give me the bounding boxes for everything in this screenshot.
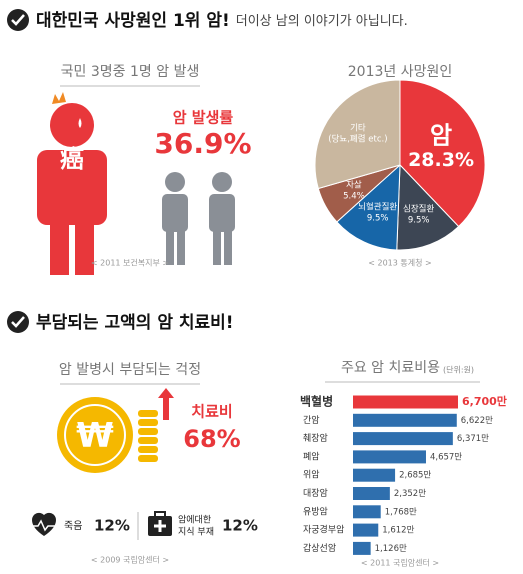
slice-label-main: 암 bbox=[430, 122, 452, 150]
bar bbox=[353, 395, 458, 409]
source: < 2013 통계청 > bbox=[368, 258, 431, 268]
slice-label-main: 28.3% bbox=[408, 149, 474, 171]
bar-value-label: 6,371만 bbox=[457, 434, 489, 444]
slice-label: 9.5% bbox=[367, 214, 389, 224]
source: < 2009 국립암센터 > bbox=[91, 555, 169, 565]
spark-icon bbox=[52, 92, 66, 104]
bar-value-label: 6,700만 bbox=[462, 394, 507, 408]
coin-stack bbox=[138, 410, 158, 462]
bar-value-label: 1,126만 bbox=[375, 544, 407, 554]
gray-figures bbox=[162, 172, 235, 265]
bar bbox=[353, 487, 390, 500]
bar-category: 위암 bbox=[303, 469, 320, 481]
coin-icon bbox=[57, 397, 133, 473]
bar-category: 갑상선암 bbox=[303, 542, 336, 554]
bar bbox=[353, 450, 426, 464]
up-arrow bbox=[158, 388, 174, 420]
coin-text: ₩ bbox=[76, 416, 114, 456]
kit-handle bbox=[154, 511, 166, 518]
slice-label: (당뇨,폐렴 etc.) bbox=[328, 133, 387, 144]
figure-text: 癌 bbox=[60, 145, 84, 173]
slice-label: 기타 bbox=[350, 123, 366, 133]
sweat-drop bbox=[78, 118, 82, 128]
section-title: 대한민국 사망원인 1위 암! bbox=[36, 11, 230, 31]
pie-slice bbox=[336, 163, 401, 251]
stat-value: 68% bbox=[183, 425, 240, 453]
stat-label: 암 발생률 bbox=[173, 109, 234, 127]
bar-value-label: 2,352만 bbox=[394, 489, 426, 499]
bar-value-label: 2,685만 bbox=[399, 471, 431, 481]
bar-category: 췌장암 bbox=[303, 432, 328, 444]
bar-value-label: 4,657만 bbox=[430, 452, 462, 462]
bar-value-label: 1,612만 bbox=[382, 526, 414, 536]
chart-title: 2013년 사망원인 bbox=[348, 64, 452, 80]
source: < 2011 국립암센터 > bbox=[361, 558, 439, 568]
bar bbox=[353, 505, 381, 519]
stat-value: 36.9% bbox=[154, 127, 251, 160]
slice-label: 심장질환 bbox=[403, 203, 434, 214]
pulse-line bbox=[30, 519, 58, 532]
slice-label: 9.5% bbox=[408, 215, 430, 225]
slice-label: 뇌혈관질환 bbox=[358, 202, 397, 213]
coin-ring bbox=[64, 404, 126, 466]
bar-category: 유방암 bbox=[303, 505, 328, 517]
red-figure bbox=[37, 103, 107, 275]
heart-icon bbox=[31, 512, 57, 536]
stat-label: 치료비 bbox=[191, 403, 232, 421]
section-title: 부담되는 고액의 암 치료비! bbox=[36, 313, 234, 333]
bar-category: 자궁경부암 bbox=[303, 524, 344, 536]
source: < 2011 보건복지부 > bbox=[91, 258, 169, 268]
item-value: 12% bbox=[94, 517, 130, 535]
slice-label: 5.4% bbox=[343, 192, 365, 202]
bar bbox=[353, 432, 453, 446]
section-header: 대한민국 사망원인 1위 암! 더이상 남의 이야기가 아닙니다. bbox=[36, 11, 408, 31]
section-subtitle: 더이상 남의 이야기가 아닙니다. bbox=[236, 14, 408, 29]
kit-cross bbox=[154, 520, 166, 532]
pie-slice bbox=[399, 79, 486, 228]
slice-label: 자살 bbox=[346, 181, 362, 191]
bar-category: 백혈병 bbox=[300, 394, 333, 409]
bar bbox=[353, 523, 379, 537]
item-label: 죽음 bbox=[64, 520, 82, 532]
panel-title: 국민 3명중 1명 암 발생 bbox=[61, 64, 200, 80]
bar bbox=[353, 468, 396, 482]
chart-title: 주요 암 치료비용 bbox=[341, 360, 440, 376]
check-mark bbox=[11, 14, 25, 26]
bar-category: 간암 bbox=[303, 414, 320, 426]
bar-value-label: 6,622만 bbox=[461, 416, 493, 426]
unit-label: (단위:원) bbox=[443, 365, 474, 375]
pie-slice bbox=[396, 163, 460, 251]
item-value: 12% bbox=[222, 517, 258, 535]
panel-title: 암 발병시 부담되는 걱정 bbox=[59, 362, 201, 378]
item-label: 암에대한 bbox=[178, 514, 211, 526]
bar-category: 폐암 bbox=[303, 450, 320, 462]
bar bbox=[353, 541, 371, 555]
bar-category: 대장암 bbox=[303, 487, 328, 499]
check-mark bbox=[11, 316, 25, 328]
pie-slice bbox=[314, 79, 401, 190]
bar bbox=[353, 413, 457, 427]
item-label: 지식 부재 bbox=[178, 527, 214, 538]
bar-value-label: 1,768만 bbox=[385, 507, 417, 517]
